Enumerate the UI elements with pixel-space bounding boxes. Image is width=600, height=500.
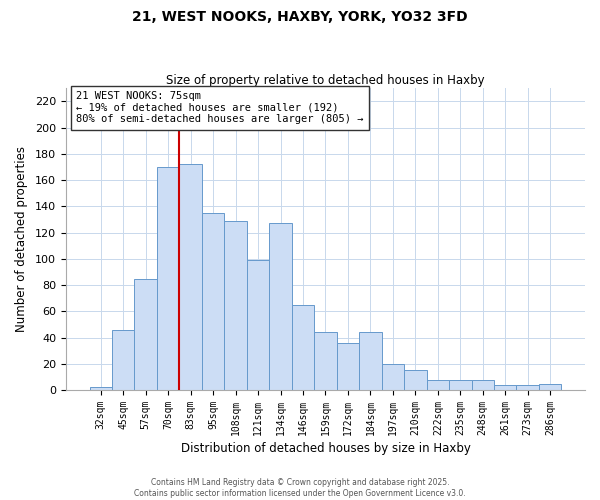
Bar — [89, 388, 112, 390]
Bar — [179, 164, 202, 390]
Bar — [314, 332, 337, 390]
Bar — [134, 278, 157, 390]
Bar — [157, 167, 179, 390]
Bar — [247, 260, 269, 390]
Bar — [224, 220, 247, 390]
Y-axis label: Number of detached properties: Number of detached properties — [15, 146, 28, 332]
Bar — [427, 380, 449, 390]
Bar — [337, 343, 359, 390]
Bar — [517, 385, 539, 390]
Bar — [202, 213, 224, 390]
Text: 21, WEST NOOKS, HAXBY, YORK, YO32 3FD: 21, WEST NOOKS, HAXBY, YORK, YO32 3FD — [132, 10, 468, 24]
Text: Contains HM Land Registry data © Crown copyright and database right 2025.
Contai: Contains HM Land Registry data © Crown c… — [134, 478, 466, 498]
Bar — [539, 384, 562, 390]
Bar — [112, 330, 134, 390]
Bar — [359, 332, 382, 390]
Bar — [292, 305, 314, 390]
Bar — [472, 380, 494, 390]
Title: Size of property relative to detached houses in Haxby: Size of property relative to detached ho… — [166, 74, 485, 87]
Bar — [494, 385, 517, 390]
Text: 21 WEST NOOKS: 75sqm
← 19% of detached houses are smaller (192)
80% of semi-deta: 21 WEST NOOKS: 75sqm ← 19% of detached h… — [76, 91, 364, 124]
Bar — [269, 224, 292, 390]
Bar — [449, 380, 472, 390]
Bar — [404, 370, 427, 390]
X-axis label: Distribution of detached houses by size in Haxby: Distribution of detached houses by size … — [181, 442, 470, 455]
Bar — [382, 364, 404, 390]
